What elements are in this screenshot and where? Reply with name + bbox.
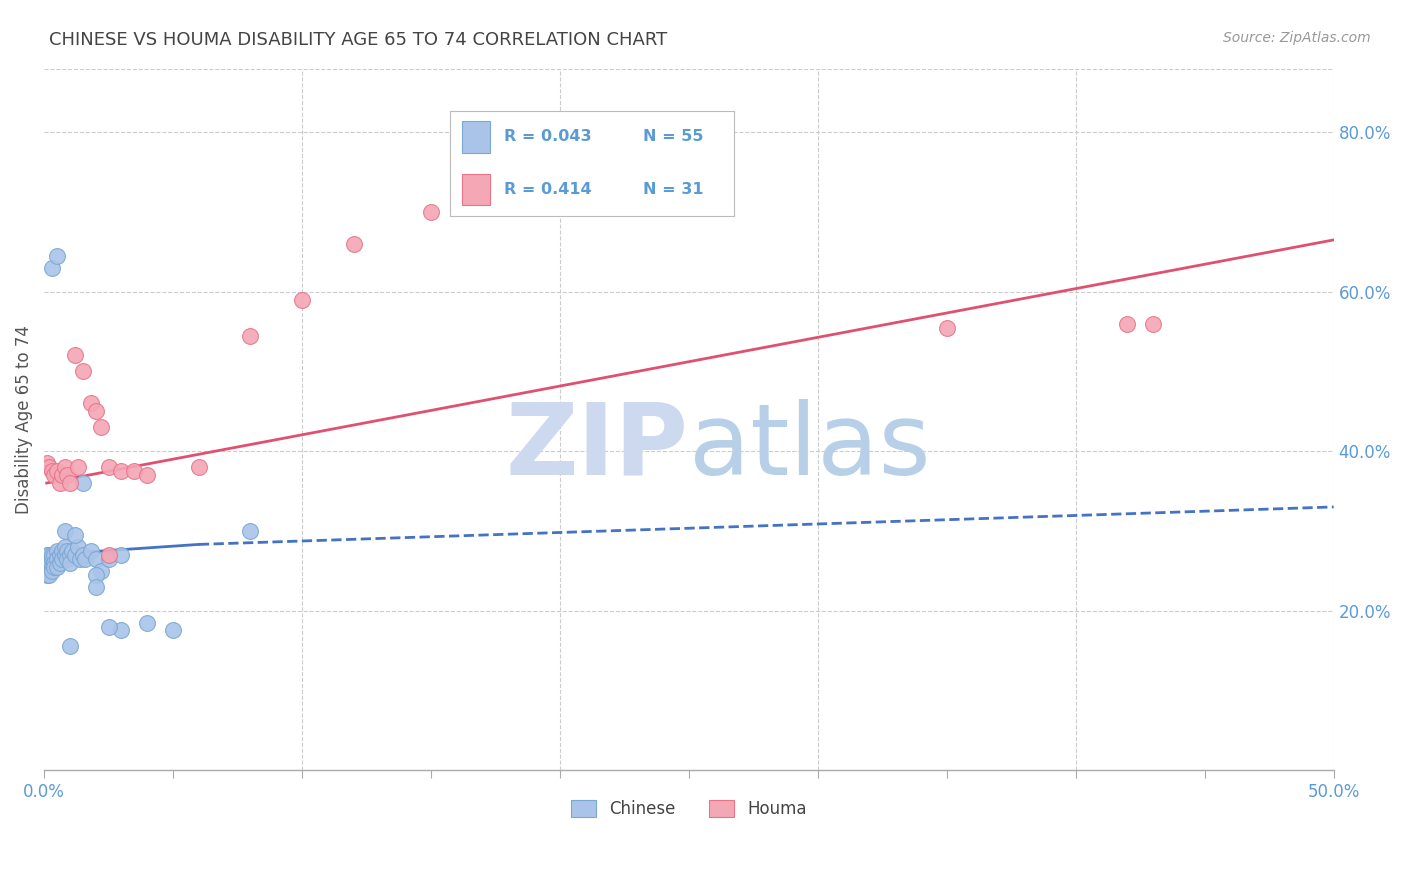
- Point: [44, 468, 66, 483]
- Point: [44, 548, 66, 562]
- Point: [63, 548, 86, 562]
- Point: [48, 556, 70, 570]
- Point: [72, 548, 94, 562]
- Point: [69, 551, 91, 566]
- Point: [162, 624, 184, 638]
- Point: [48, 476, 70, 491]
- Point: [35, 564, 58, 578]
- Point: [342, 236, 364, 251]
- Point: [1142, 317, 1164, 331]
- Point: [79, 396, 101, 410]
- Point: [136, 468, 159, 483]
- Point: [38, 556, 60, 570]
- Point: [59, 556, 82, 570]
- Point: [41, 548, 63, 562]
- Point: [44, 556, 66, 570]
- Point: [90, 564, 112, 578]
- Point: [66, 460, 89, 475]
- Point: [41, 260, 63, 275]
- Point: [51, 543, 73, 558]
- Point: [41, 551, 63, 566]
- Point: [56, 551, 79, 566]
- Point: [35, 548, 58, 562]
- Point: [97, 551, 120, 566]
- Point: [63, 528, 86, 542]
- Y-axis label: Disability Age 65 to 74: Disability Age 65 to 74: [15, 325, 32, 514]
- Point: [110, 624, 132, 638]
- Point: [44, 559, 66, 574]
- Point: [59, 548, 82, 562]
- Text: Source: ZipAtlas.com: Source: ZipAtlas.com: [1223, 31, 1371, 45]
- Point: [935, 320, 957, 334]
- Point: [84, 551, 107, 566]
- Point: [498, 189, 520, 203]
- Point: [110, 464, 132, 478]
- Point: [291, 293, 314, 307]
- Point: [46, 551, 69, 566]
- Point: [46, 559, 69, 574]
- Point: [38, 548, 60, 562]
- Point: [41, 559, 63, 574]
- Text: atlas: atlas: [689, 399, 931, 496]
- Point: [59, 640, 82, 654]
- Point: [84, 567, 107, 582]
- Point: [187, 460, 209, 475]
- Point: [35, 556, 58, 570]
- Point: [35, 559, 58, 574]
- Point: [46, 249, 69, 263]
- Point: [41, 564, 63, 578]
- Point: [66, 540, 89, 554]
- Point: [35, 567, 58, 582]
- Point: [79, 543, 101, 558]
- Point: [53, 548, 76, 562]
- Point: [48, 548, 70, 562]
- Point: [53, 460, 76, 475]
- Point: [239, 524, 262, 538]
- Point: [110, 548, 132, 562]
- Text: ZIP: ZIP: [506, 399, 689, 496]
- Point: [136, 615, 159, 630]
- Point: [90, 420, 112, 434]
- Point: [124, 464, 146, 478]
- Point: [56, 543, 79, 558]
- Point: [38, 564, 60, 578]
- Text: CHINESE VS HOUMA DISABILITY AGE 65 TO 74 CORRELATION CHART: CHINESE VS HOUMA DISABILITY AGE 65 TO 74…: [49, 31, 668, 49]
- Point: [72, 364, 94, 378]
- Point: [38, 567, 60, 582]
- Point: [38, 460, 60, 475]
- Point: [51, 551, 73, 566]
- Point: [97, 548, 120, 562]
- Point: [46, 543, 69, 558]
- Point: [84, 580, 107, 594]
- Point: [239, 328, 262, 343]
- Point: [75, 551, 97, 566]
- Point: [53, 524, 76, 538]
- Point: [62, 543, 84, 558]
- Point: [1116, 317, 1139, 331]
- Point: [46, 464, 69, 478]
- Point: [63, 349, 86, 363]
- Point: [53, 540, 76, 554]
- Point: [35, 551, 58, 566]
- Point: [72, 476, 94, 491]
- Point: [548, 181, 571, 195]
- Point: [38, 559, 60, 574]
- Point: [84, 404, 107, 418]
- Point: [97, 460, 120, 475]
- Point: [35, 456, 58, 470]
- Point: [51, 468, 73, 483]
- Point: [420, 205, 443, 219]
- Point: [59, 476, 82, 491]
- Point: [41, 464, 63, 478]
- Point: [97, 619, 120, 633]
- Legend: Chinese, Houma: Chinese, Houma: [564, 793, 814, 825]
- Point: [56, 468, 79, 483]
